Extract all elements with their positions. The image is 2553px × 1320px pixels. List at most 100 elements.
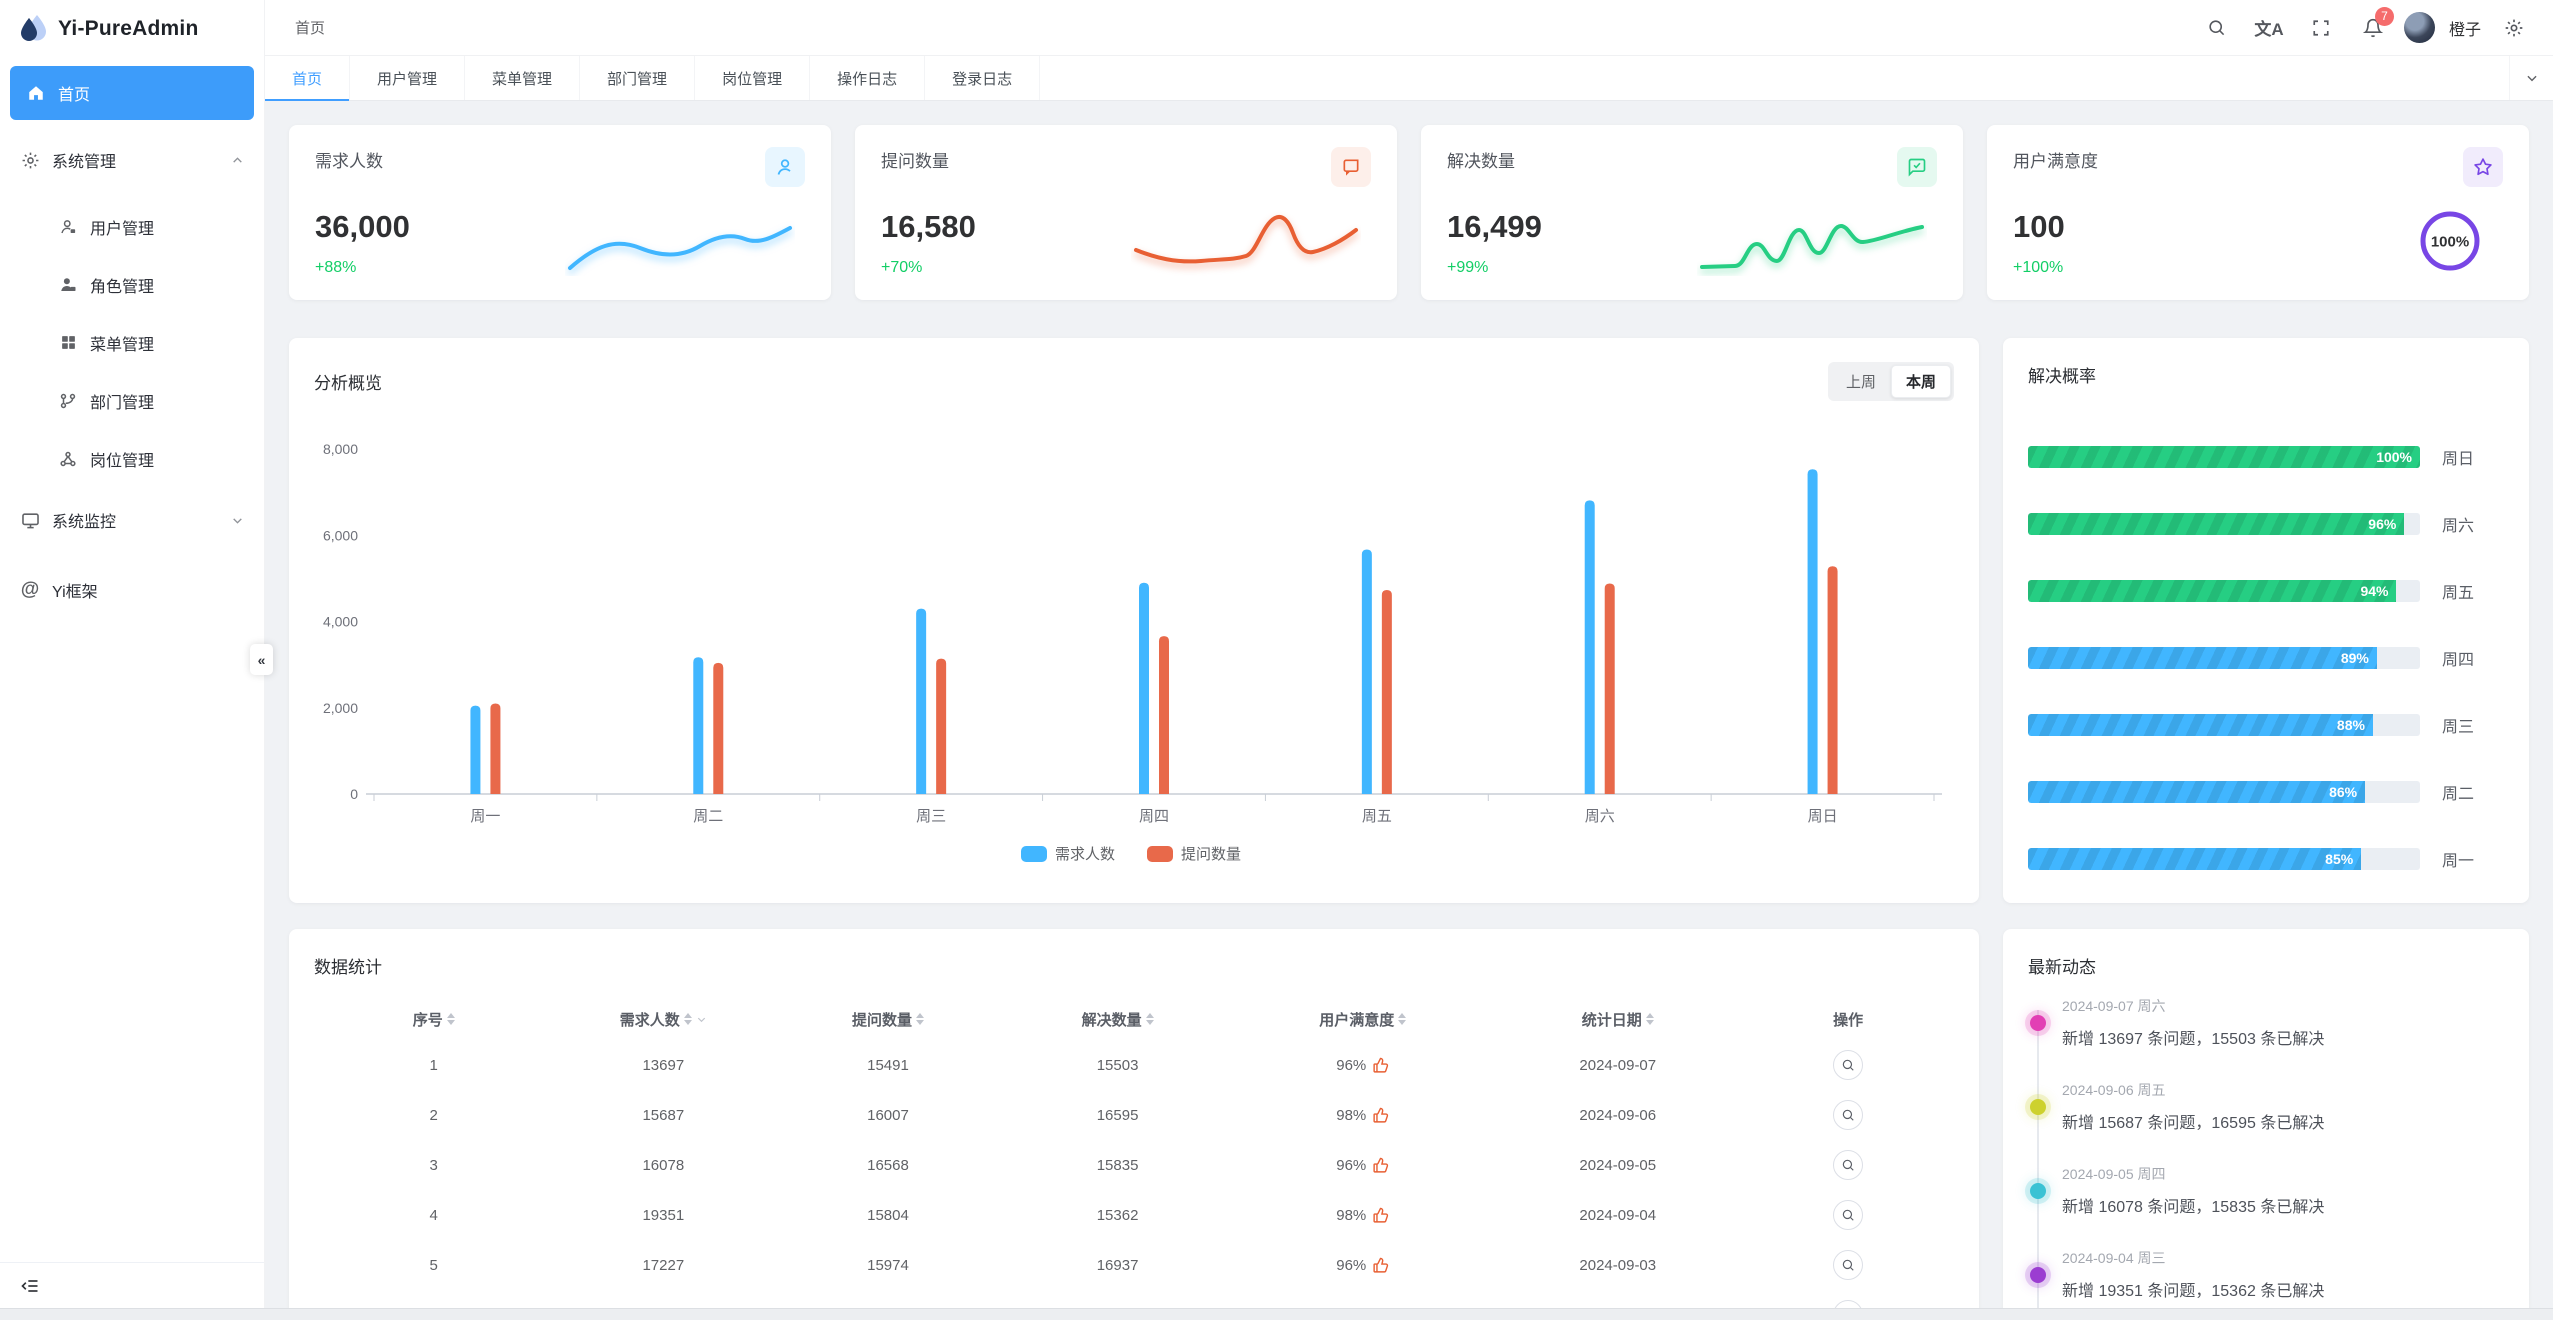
- view-row-button[interactable]: [1833, 1300, 1864, 1308]
- sidebar-item-role-management[interactable]: 角色管理: [0, 258, 264, 311]
- tab-首页[interactable]: 首页: [265, 56, 351, 101]
- tab-部门管理[interactable]: 部门管理: [580, 56, 696, 100]
- breadcrumb[interactable]: 首页: [295, 20, 326, 37]
- progress-track: 85%: [2028, 847, 2420, 870]
- x-axis-label: 周二: [693, 808, 723, 825]
- chevron-up-icon: [231, 154, 244, 167]
- cell-index: 4: [429, 1206, 438, 1224]
- bar-提问数量-周日: [1827, 566, 1838, 794]
- progress-percent: 85%: [2325, 850, 2354, 867]
- cell-satisfaction: 96%: [1232, 1057, 1493, 1074]
- y-axis-tick: 6,000: [323, 527, 358, 543]
- progress-day-label: 周一: [2442, 852, 2475, 870]
- this-week-button[interactable]: 本周: [1890, 365, 1951, 398]
- column-header-序号[interactable]: 序号: [314, 1009, 553, 1030]
- column-header-用户满意度[interactable]: 用户满意度: [1232, 1009, 1493, 1030]
- view-row-button[interactable]: [1833, 1200, 1864, 1230]
- tab-登录日志[interactable]: 登录日志: [925, 56, 1041, 100]
- filter-chevron-icon[interactable]: [696, 1014, 707, 1025]
- tab-操作日志[interactable]: 操作日志: [810, 56, 926, 100]
- tabs: 首页 用户管理 菜单管理 部门管理 岗位管理 操作日志 登录日志: [265, 56, 1041, 101]
- translate-icon[interactable]: 文A: [2254, 20, 2284, 39]
- cell-question: 16007: [867, 1106, 909, 1124]
- sidebar-item-system-management[interactable]: 系统管理: [0, 130, 264, 190]
- star-icon: [2463, 147, 2503, 187]
- sidebar-item-label: 角色管理: [90, 278, 155, 296]
- sidebar-item-home[interactable]: 首页: [10, 66, 254, 120]
- stat-title: 需求人数: [315, 152, 383, 171]
- bar-需求人数-周五: [1361, 549, 1372, 794]
- sidebar-item-post-management[interactable]: 岗位管理: [0, 432, 264, 485]
- progress-track: 96%: [2028, 512, 2420, 535]
- view-row-button[interactable]: [1833, 1100, 1864, 1130]
- sidebar-item-system-monitor[interactable]: 系统监控: [0, 490, 264, 550]
- sidebar-collapse-button[interactable]: «: [250, 644, 273, 675]
- cell-demand: 15687: [642, 1106, 685, 1124]
- timeline-item: 2024-09-06 周五 新增 15687 条问题，16595 条已解决: [2028, 1080, 2504, 1133]
- sidebar-item-label: 系统监控: [52, 514, 117, 531]
- timeline-line: [2037, 1010, 2039, 1308]
- column-header-提问数量[interactable]: 提问数量: [773, 1009, 1003, 1030]
- stat-value: 16,580: [881, 209, 976, 244]
- column-header-需求人数[interactable]: 需求人数: [553, 1009, 773, 1030]
- collapse-menu-icon[interactable]: [20, 1276, 40, 1296]
- tab-岗位管理[interactable]: 岗位管理: [695, 56, 811, 100]
- legend-item-需求人数[interactable]: 需求人数: [1021, 846, 1115, 863]
- view-row-button[interactable]: [1833, 1250, 1864, 1280]
- progress-day-label: 周三: [2442, 718, 2475, 736]
- horizontal-scrollbar[interactable]: [0, 1308, 2553, 1320]
- bar-提问数量-周五: [1381, 590, 1392, 794]
- last-week-button[interactable]: 上周: [1845, 374, 1876, 391]
- settings-gear-icon[interactable]: [2493, 5, 2535, 51]
- progress-track: 89%: [2028, 646, 2420, 669]
- column-header-统计日期[interactable]: 统计日期: [1493, 1009, 1742, 1030]
- stat-card-questions: 提问数量 16,580 +70%: [855, 125, 1397, 300]
- tab-菜单管理[interactable]: 菜单管理: [465, 56, 581, 100]
- sort-carets-icon[interactable]: [1145, 1013, 1154, 1025]
- timeline-item: 2024-09-05 周四 新增 16078 条问题，15835 条已解决: [2028, 1164, 2504, 1217]
- app-logo[interactable]: Yi-PureAdmin: [0, 0, 264, 58]
- home-icon: [26, 83, 46, 103]
- sidebar-item-menu-management[interactable]: 菜单管理: [0, 316, 264, 369]
- search-icon[interactable]: [2196, 5, 2238, 51]
- sidebar-item-department-management[interactable]: 部门管理: [0, 374, 264, 427]
- probability-row-周六: 96% 周六: [2028, 490, 2504, 557]
- timeline-date: 2024-09-05 周四: [2062, 1166, 2166, 1182]
- table-row: 1 13697 15491 15503 96% 2024-09-07: [314, 1040, 1954, 1090]
- sidebar-item-user-management[interactable]: 用户管理: [0, 200, 264, 253]
- sidebar-item-label: 岗位管理: [90, 452, 155, 470]
- sort-carets-icon[interactable]: [1398, 1013, 1407, 1025]
- svg-text:需求人数: 需求人数: [1055, 846, 1115, 863]
- cell-index: 6: [314, 1307, 553, 1309]
- legend-item-提问数量[interactable]: 提问数量: [1147, 846, 1241, 863]
- notification-badge: 7: [2374, 6, 2394, 26]
- latest-news-card: 最新动态 2024-09-07 周六 新增 13697 条问题，15503 条已…: [2003, 929, 2529, 1308]
- sort-carets-icon[interactable]: [446, 1013, 455, 1025]
- bar-提问数量-周一: [490, 703, 501, 794]
- view-row-button[interactable]: [1833, 1150, 1864, 1180]
- stat-title: 提问数量: [881, 152, 949, 171]
- sidebar-item-label: 菜单管理: [90, 336, 155, 354]
- tab-用户管理[interactable]: 用户管理: [350, 56, 466, 100]
- stat-value: 36,000: [315, 209, 410, 244]
- thumb-up-icon: [1372, 1057, 1389, 1074]
- gear-icon: [20, 150, 40, 170]
- progress-fill: 100%: [2028, 445, 2420, 468]
- column-header-解决数量[interactable]: 解决数量: [1003, 1009, 1233, 1030]
- sort-carets-icon[interactable]: [915, 1013, 924, 1025]
- main-content: 需求人数 36,000 +88% 提问数量 16,: [265, 101, 2553, 1308]
- monitor-icon: [20, 510, 40, 530]
- trend-sparkline: [1134, 215, 1358, 264]
- view-row-button[interactable]: [1833, 1050, 1864, 1080]
- sidebar-item-yi-framework[interactable]: @ Yi框架: [0, 560, 264, 620]
- fullscreen-icon[interactable]: [2300, 5, 2342, 51]
- probability-row-周四: 89% 周四: [2028, 624, 2504, 691]
- tabs-dropdown-chevron-icon[interactable]: [2509, 56, 2553, 100]
- notification-bell-icon[interactable]: 7: [2352, 5, 2394, 51]
- stat-delta: +70%: [881, 259, 923, 276]
- sort-carets-icon[interactable]: [1645, 1013, 1654, 1025]
- sort-carets-icon[interactable]: [683, 1013, 692, 1025]
- progress-percent: 86%: [2329, 783, 2358, 800]
- avatar[interactable]: [2403, 12, 2435, 43]
